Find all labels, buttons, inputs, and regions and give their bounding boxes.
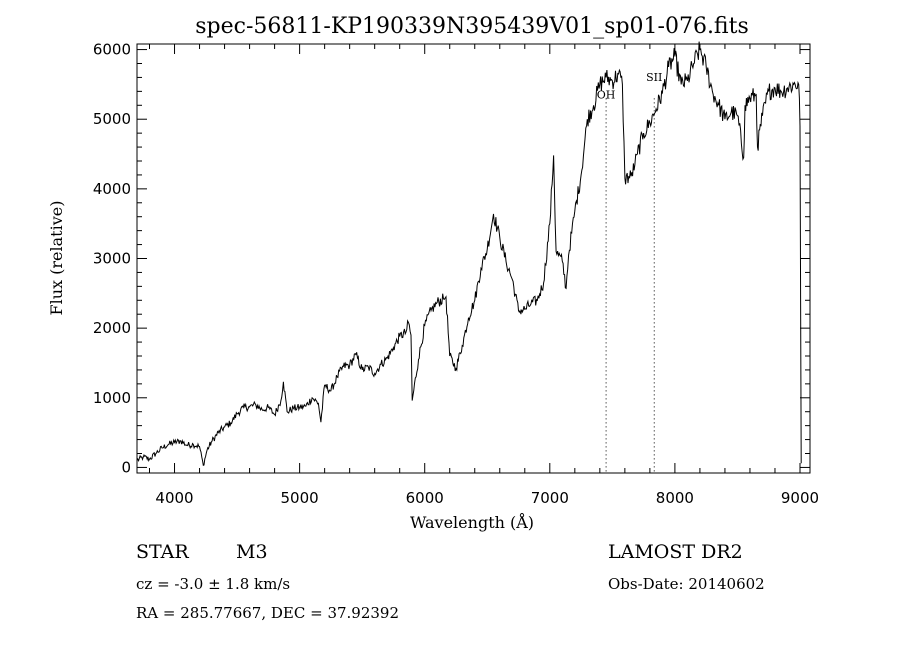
y-tick-label: 1000: [93, 389, 131, 407]
x-tick-label: 6000: [406, 489, 444, 507]
chart-title: spec-56811-KP190339N395439V01_sp01-076.f…: [195, 14, 749, 39]
y-tick-label: 0: [121, 458, 131, 476]
coordinates: RA = 285.77667, DEC = 37.92392: [136, 604, 400, 622]
line-annotations: OH SII: [597, 71, 662, 473]
spectrum-line: [136, 41, 802, 467]
annotation-label-sii: SII: [646, 71, 662, 84]
y-tick-label: 5000: [93, 110, 131, 128]
y-axis-label: Flux (relative): [47, 201, 66, 316]
x-tick-label: 8000: [656, 489, 694, 507]
plot-frame: [136, 43, 811, 474]
redshift-velocity: cz = -3.0 ± 1.8 km/s: [136, 575, 291, 593]
y-tick-label: 3000: [93, 250, 131, 268]
y-tick-label: 4000: [93, 180, 131, 198]
y-tick-label: 6000: [93, 41, 131, 59]
annotation-label-oh: OH: [597, 88, 616, 101]
object-class: STAR: [136, 541, 189, 563]
survey-name: LAMOST DR2: [608, 541, 743, 563]
x-tick-label: 7000: [531, 489, 569, 507]
object-subclass: M3: [236, 541, 268, 563]
x-tick-label: 4000: [155, 489, 193, 507]
x-tick-label: 5000: [281, 489, 319, 507]
x-axis-label: Wavelength (Å): [410, 512, 534, 532]
x-tick-label: 9000: [781, 489, 819, 507]
tick-marks: [137, 44, 810, 473]
tick-labels: 4000 5000 6000 7000 8000 9000 0 1000 2000 3000 400…: [93, 41, 819, 507]
observation-date: Obs-Date: 20140602: [608, 575, 765, 593]
y-tick-label: 2000: [93, 319, 131, 337]
